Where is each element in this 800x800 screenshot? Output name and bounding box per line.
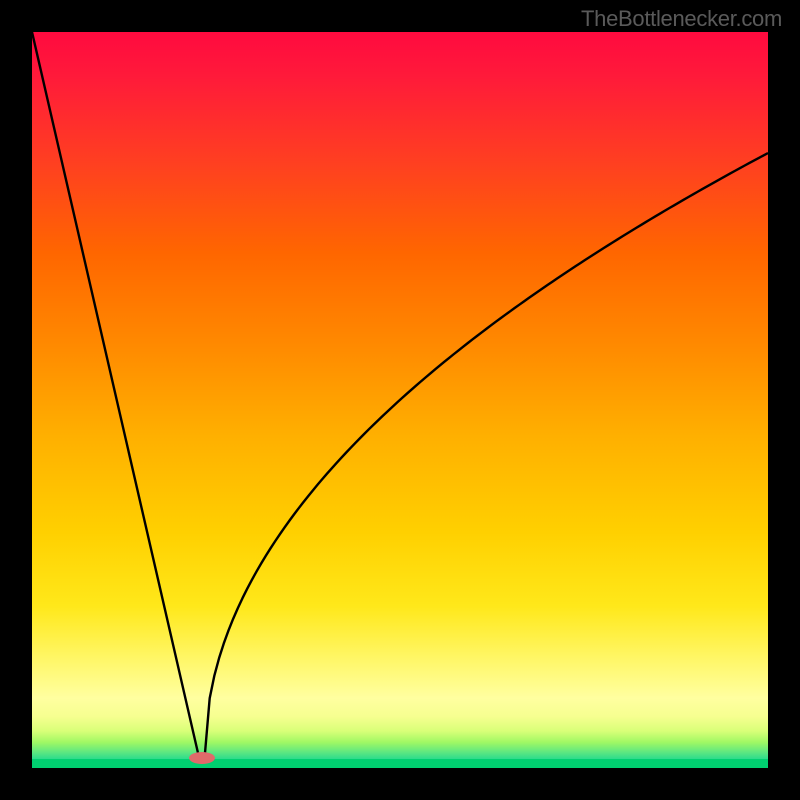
baseline-strip [32, 759, 768, 768]
chart-container: TheBottlenecker.com [0, 0, 800, 800]
bottleneck-chart [0, 0, 800, 800]
watermark-text: TheBottlenecker.com [581, 6, 782, 32]
optimal-marker [189, 752, 215, 764]
